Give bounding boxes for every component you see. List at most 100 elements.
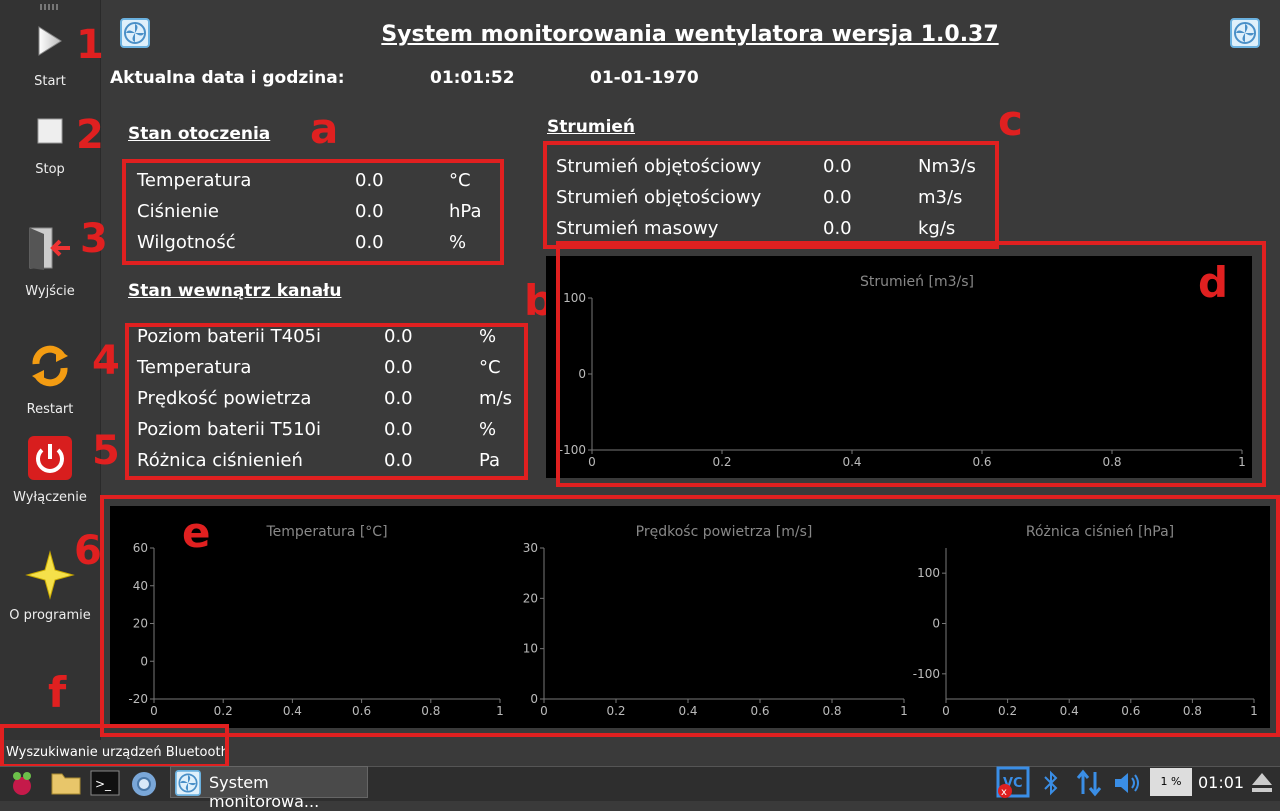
svg-text:x: x (1001, 787, 1007, 798)
ambient-row-value: 0.0 (355, 232, 384, 253)
annotation-e: e (182, 508, 211, 557)
terminal-icon[interactable]: >_ (90, 770, 120, 796)
about-label: O programie (9, 608, 91, 623)
y-tick-label: 30 (523, 541, 538, 555)
flow-highlight (543, 141, 999, 249)
y-tick-label: 60 (133, 541, 148, 555)
volume-icon[interactable] (1112, 770, 1142, 796)
fan-app-icon (175, 770, 201, 796)
ambient-row-unit: °C (449, 170, 471, 191)
toolbar-grip[interactable] (40, 4, 60, 10)
shutdown-button[interactable]: Wyłączenie (0, 434, 100, 505)
duct-row-label: Różnica ciśnienień (137, 450, 303, 471)
eject-icon[interactable] (1250, 770, 1274, 794)
annotation-c: c (998, 96, 1023, 145)
x-tick-label: 0 (588, 455, 596, 469)
flow-row-label: Strumień masowy (556, 218, 719, 239)
about-button[interactable]: O programie (0, 550, 100, 623)
start-label: Start (34, 74, 66, 89)
y-tick-label: 0 (932, 617, 940, 631)
charts-highlight (100, 495, 1280, 737)
status-text: Wyszukiwanie urządzeń Bluetooth (6, 745, 229, 760)
shutdown-label: Wyłączenie (13, 490, 87, 505)
y-tick-label: 0 (530, 692, 538, 706)
x-tick-label: 0.8 (822, 704, 841, 718)
play-icon (38, 26, 62, 56)
status-highlight (0, 724, 229, 768)
svg-text:>_: >_ (95, 777, 112, 791)
x-tick-label: 0.4 (283, 704, 302, 718)
duct-row-unit: % (479, 326, 497, 347)
x-tick-label: 0.2 (214, 704, 233, 718)
x-tick-label: 1 (1238, 455, 1246, 469)
annotation-5: 5 (92, 428, 120, 474)
raspberry-menu-icon[interactable] (8, 770, 36, 796)
duct-row-value: 0.0 (384, 326, 413, 347)
stop-button[interactable]: Stop (0, 116, 100, 177)
duct-row-unit: °C (479, 357, 501, 378)
pressure-diff-chart: Różnica ciśnień [hPa] 100 0 -100 0 0.2 0.4 0.6 0… (913, 524, 1258, 718)
duct-highlight (125, 323, 528, 480)
bluetooth-icon[interactable] (1042, 770, 1060, 796)
flow-section-title: Strumień (547, 117, 636, 137)
annotation-2: 2 (76, 112, 104, 158)
star-icon (25, 550, 75, 600)
exit-button[interactable]: Wyjście (0, 224, 100, 299)
file-manager-icon[interactable] (50, 770, 82, 796)
flow-row-label: Strumień objętościowy (556, 156, 762, 177)
ambient-row-unit: hPa (449, 201, 482, 222)
flow-chart-panel (546, 256, 1252, 478)
ambient-row-label: Wilgotność (137, 232, 236, 253)
x-tick-label: 0.2 (998, 704, 1017, 718)
exit-label: Wyjście (25, 284, 75, 299)
flow-row-unit: m3/s (918, 187, 963, 208)
current-date: 01-01-1970 (590, 68, 699, 88)
browser-icon[interactable] (130, 770, 158, 798)
vnc-icon[interactable]: VC x (996, 766, 1032, 800)
x-tick-label: 0 (540, 704, 548, 718)
y-tick-label: -100 (559, 443, 586, 457)
y-tick-label: 0 (578, 367, 586, 381)
ambient-row-label: Temperatura (137, 170, 252, 191)
page-title: System monitorowania wentylatora wersja … (381, 22, 999, 47)
taskbar-window-button[interactable]: System monitorowa... (170, 766, 368, 811)
chart-title: Strumień [m3/s] (860, 274, 974, 290)
x-tick-label: 0.6 (750, 704, 769, 718)
annotation-6: 6 (74, 528, 102, 574)
annotation-f: f (48, 668, 67, 717)
flow-row-value: 0.0 (823, 187, 852, 208)
chart-title: Różnica ciśnień [hPa] (1026, 524, 1174, 540)
y-tick-label: 20 (133, 617, 148, 631)
duct-section-title: Stan wewnątrz kanału (128, 281, 342, 301)
restart-button[interactable]: Restart (0, 342, 100, 417)
duct-row-value: 0.0 (384, 450, 413, 471)
ambient-row-unit: % (449, 232, 467, 253)
taskbar-window-title: System monitorowa... (209, 773, 320, 811)
ambient-section-title: Stan otoczenia (128, 124, 271, 144)
charts-panel (110, 506, 1270, 728)
y-tick-label: -100 (913, 667, 940, 681)
flow-row-unit: kg/s (918, 218, 956, 239)
current-time: 01:01:52 (430, 68, 515, 88)
x-tick-label: 0.4 (1060, 704, 1079, 718)
cpu-usage: 1 % (1150, 768, 1192, 796)
restart-icon (32, 345, 68, 387)
x-tick-label: 0 (942, 704, 950, 718)
network-icon[interactable] (1074, 768, 1104, 798)
duct-row-unit: % (479, 419, 497, 440)
ambient-row-value: 0.0 (355, 201, 384, 222)
duct-row-value: 0.0 (384, 357, 413, 378)
air-speed-chart: Prędkośc powietrza [m/s] 30 20 10 00 0.2 0.4 0.… (523, 524, 908, 718)
annotation-a: a (310, 104, 339, 153)
ambient-row-label: Ciśnienie (137, 201, 219, 222)
flow-chart-highlight (556, 241, 1266, 487)
x-tick-label: 0.6 (352, 704, 371, 718)
duct-row-value: 0.0 (384, 419, 413, 440)
y-tick-label: 40 (133, 579, 148, 593)
duct-row-label: Poziom baterii T510i (137, 419, 322, 440)
stop-icon (37, 118, 63, 144)
duct-row-label: Temperatura (137, 357, 252, 378)
flow-row-value: 0.0 (823, 156, 852, 177)
start-button[interactable]: Start (0, 24, 100, 89)
